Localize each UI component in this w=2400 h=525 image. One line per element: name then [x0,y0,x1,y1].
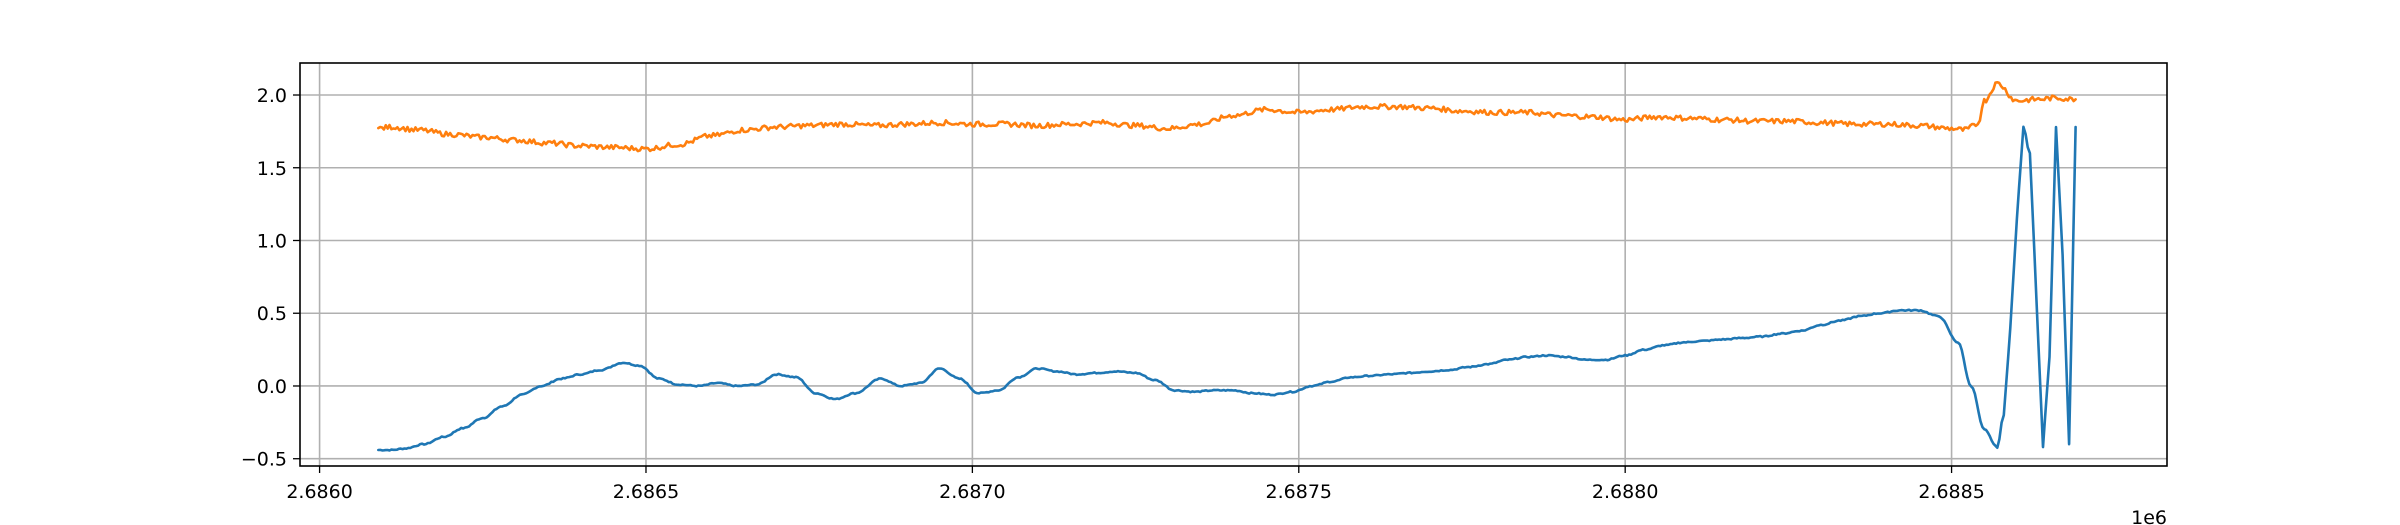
y-tick-label: 1.5 [257,158,287,180]
y-tick-label: 1.0 [257,230,287,252]
y-tick-label: 0.0 [257,376,287,398]
plot-frame [299,62,2168,467]
x-tick-label: 2.6880 [1592,481,1658,503]
x-tick-label: 2.6860 [286,481,352,503]
x-tick-label: 2.6885 [1918,481,1984,503]
grid-layer [300,63,2167,466]
y-tick-label: 0.5 [257,303,287,325]
x-tick-label: 2.6865 [613,481,679,503]
x-tick-label: 2.6870 [939,481,1005,503]
y-axis: −0.5 0.0 0.5 1.0 1.5 2.0 [241,85,300,471]
x-axis: 2.6860 2.6865 2.6870 2.6875 2.6880 2.6885 [286,466,1985,503]
series-line-orange [376,81,2077,153]
y-tick-label: −0.5 [241,449,287,471]
y-tick-label: 2.0 [257,85,287,107]
x-tick-label: 2.6875 [1266,481,1332,503]
x-axis-offset-label: 1e6 [2131,507,2167,525]
series-layer [376,81,2077,452]
series-line-blue [376,125,2077,452]
